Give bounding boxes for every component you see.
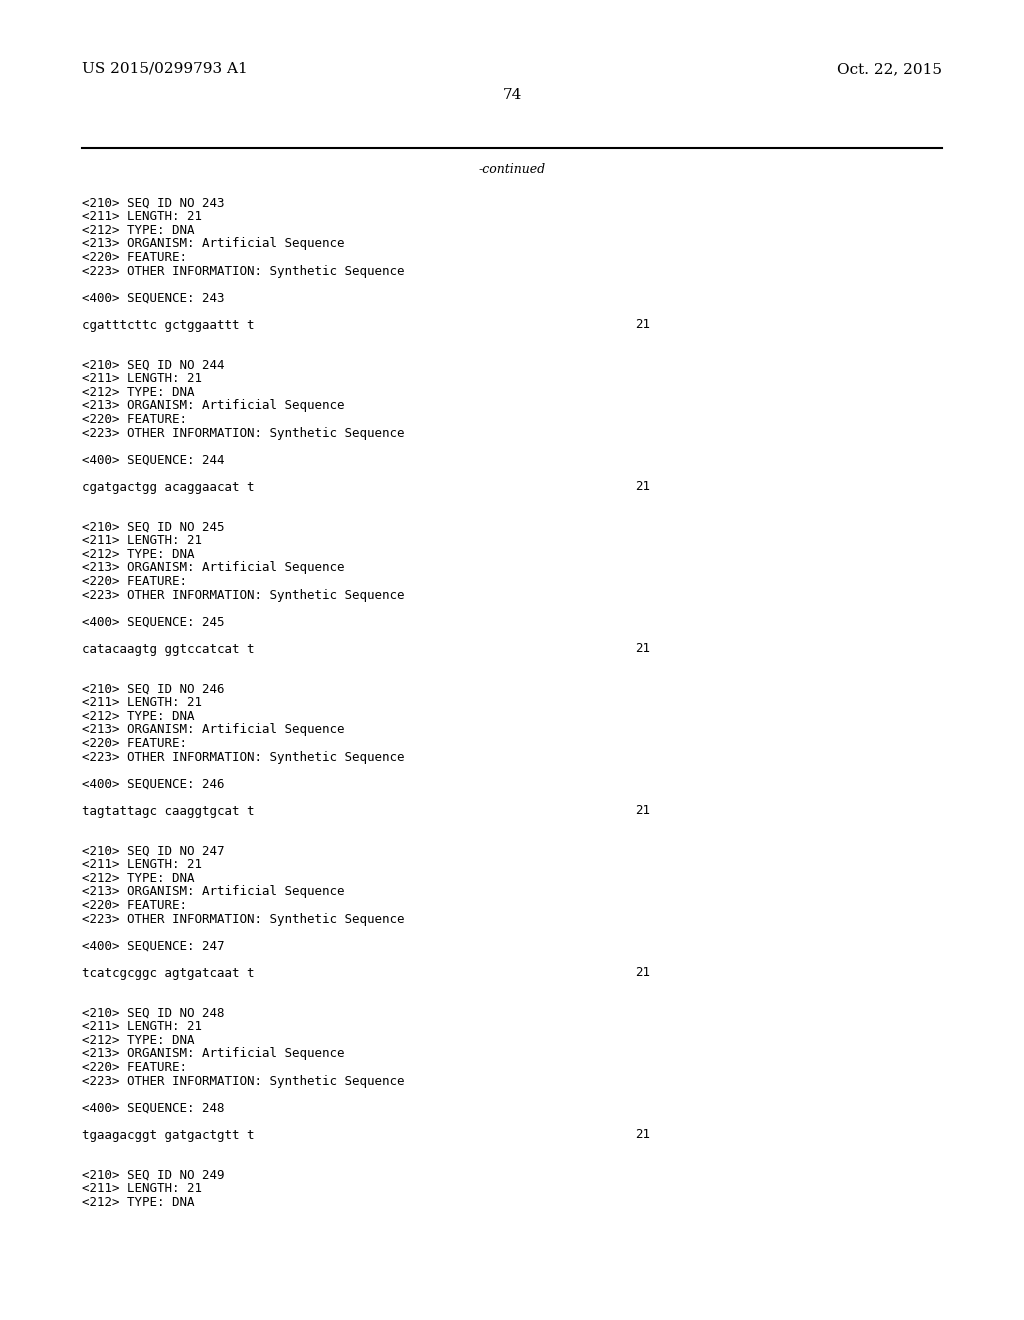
Text: <213> ORGANISM: Artificial Sequence: <213> ORGANISM: Artificial Sequence	[82, 1048, 344, 1060]
Text: <223> OTHER INFORMATION: Synthetic Sequence: <223> OTHER INFORMATION: Synthetic Seque…	[82, 912, 404, 925]
Text: <210> SEQ ID NO 243: <210> SEQ ID NO 243	[82, 197, 224, 210]
Text: 74: 74	[503, 88, 521, 102]
Text: <212> TYPE: DNA: <212> TYPE: DNA	[82, 385, 195, 399]
Text: <400> SEQUENCE: 244: <400> SEQUENCE: 244	[82, 454, 224, 466]
Text: <220> FEATURE:: <220> FEATURE:	[82, 1061, 187, 1074]
Text: <212> TYPE: DNA: <212> TYPE: DNA	[82, 710, 195, 723]
Text: <223> OTHER INFORMATION: Synthetic Sequence: <223> OTHER INFORMATION: Synthetic Seque…	[82, 1074, 404, 1088]
Text: <210> SEQ ID NO 244: <210> SEQ ID NO 244	[82, 359, 224, 372]
Text: <223> OTHER INFORMATION: Synthetic Sequence: <223> OTHER INFORMATION: Synthetic Seque…	[82, 751, 404, 763]
Text: <223> OTHER INFORMATION: Synthetic Sequence: <223> OTHER INFORMATION: Synthetic Seque…	[82, 264, 404, 277]
Text: Oct. 22, 2015: Oct. 22, 2015	[837, 62, 942, 77]
Text: <211> LENGTH: 21: <211> LENGTH: 21	[82, 372, 202, 385]
Text: <211> LENGTH: 21: <211> LENGTH: 21	[82, 1020, 202, 1034]
Text: 21: 21	[635, 1129, 650, 1142]
Text: <220> FEATURE:: <220> FEATURE:	[82, 899, 187, 912]
Text: 21: 21	[635, 966, 650, 979]
Text: <223> OTHER INFORMATION: Synthetic Sequence: <223> OTHER INFORMATION: Synthetic Seque…	[82, 426, 404, 440]
Text: cgatgactgg acaggaacat t: cgatgactgg acaggaacat t	[82, 480, 255, 494]
Text: 21: 21	[635, 480, 650, 494]
Text: <211> LENGTH: 21: <211> LENGTH: 21	[82, 535, 202, 548]
Text: <212> TYPE: DNA: <212> TYPE: DNA	[82, 1196, 195, 1209]
Text: <400> SEQUENCE: 243: <400> SEQUENCE: 243	[82, 292, 224, 305]
Text: tagtattagc caaggtgcat t: tagtattagc caaggtgcat t	[82, 804, 255, 817]
Text: <211> LENGTH: 21: <211> LENGTH: 21	[82, 697, 202, 710]
Text: cgatttcttc gctggaattt t: cgatttcttc gctggaattt t	[82, 318, 255, 331]
Text: <210> SEQ ID NO 246: <210> SEQ ID NO 246	[82, 682, 224, 696]
Text: <210> SEQ ID NO 248: <210> SEQ ID NO 248	[82, 1007, 224, 1020]
Text: 21: 21	[635, 318, 650, 331]
Text: <210> SEQ ID NO 249: <210> SEQ ID NO 249	[82, 1170, 224, 1181]
Text: <212> TYPE: DNA: <212> TYPE: DNA	[82, 1034, 195, 1047]
Text: tgaagacggt gatgactgtt t: tgaagacggt gatgactgtt t	[82, 1129, 255, 1142]
Text: <213> ORGANISM: Artificial Sequence: <213> ORGANISM: Artificial Sequence	[82, 400, 344, 412]
Text: <210> SEQ ID NO 245: <210> SEQ ID NO 245	[82, 521, 224, 535]
Text: 21: 21	[635, 804, 650, 817]
Text: tcatcgcggc agtgatcaat t: tcatcgcggc agtgatcaat t	[82, 966, 255, 979]
Text: <400> SEQUENCE: 247: <400> SEQUENCE: 247	[82, 940, 224, 953]
Text: <212> TYPE: DNA: <212> TYPE: DNA	[82, 224, 195, 238]
Text: <220> FEATURE:: <220> FEATURE:	[82, 737, 187, 750]
Text: <223> OTHER INFORMATION: Synthetic Sequence: <223> OTHER INFORMATION: Synthetic Seque…	[82, 589, 404, 602]
Text: <400> SEQUENCE: 245: <400> SEQUENCE: 245	[82, 615, 224, 628]
Text: <213> ORGANISM: Artificial Sequence: <213> ORGANISM: Artificial Sequence	[82, 561, 344, 574]
Text: <213> ORGANISM: Artificial Sequence: <213> ORGANISM: Artificial Sequence	[82, 723, 344, 737]
Text: catacaagtg ggtccatcat t: catacaagtg ggtccatcat t	[82, 643, 255, 656]
Text: 21: 21	[635, 643, 650, 656]
Text: <220> FEATURE:: <220> FEATURE:	[82, 576, 187, 587]
Text: <210> SEQ ID NO 247: <210> SEQ ID NO 247	[82, 845, 224, 858]
Text: <213> ORGANISM: Artificial Sequence: <213> ORGANISM: Artificial Sequence	[82, 238, 344, 251]
Text: <220> FEATURE:: <220> FEATURE:	[82, 413, 187, 426]
Text: <211> LENGTH: 21: <211> LENGTH: 21	[82, 210, 202, 223]
Text: <212> TYPE: DNA: <212> TYPE: DNA	[82, 548, 195, 561]
Text: -continued: -continued	[478, 162, 546, 176]
Text: <212> TYPE: DNA: <212> TYPE: DNA	[82, 873, 195, 884]
Text: <220> FEATURE:: <220> FEATURE:	[82, 251, 187, 264]
Text: <211> LENGTH: 21: <211> LENGTH: 21	[82, 858, 202, 871]
Text: <400> SEQUENCE: 248: <400> SEQUENCE: 248	[82, 1101, 224, 1114]
Text: <211> LENGTH: 21: <211> LENGTH: 21	[82, 1183, 202, 1196]
Text: <400> SEQUENCE: 246: <400> SEQUENCE: 246	[82, 777, 224, 791]
Text: <213> ORGANISM: Artificial Sequence: <213> ORGANISM: Artificial Sequence	[82, 886, 344, 899]
Text: US 2015/0299793 A1: US 2015/0299793 A1	[82, 62, 248, 77]
